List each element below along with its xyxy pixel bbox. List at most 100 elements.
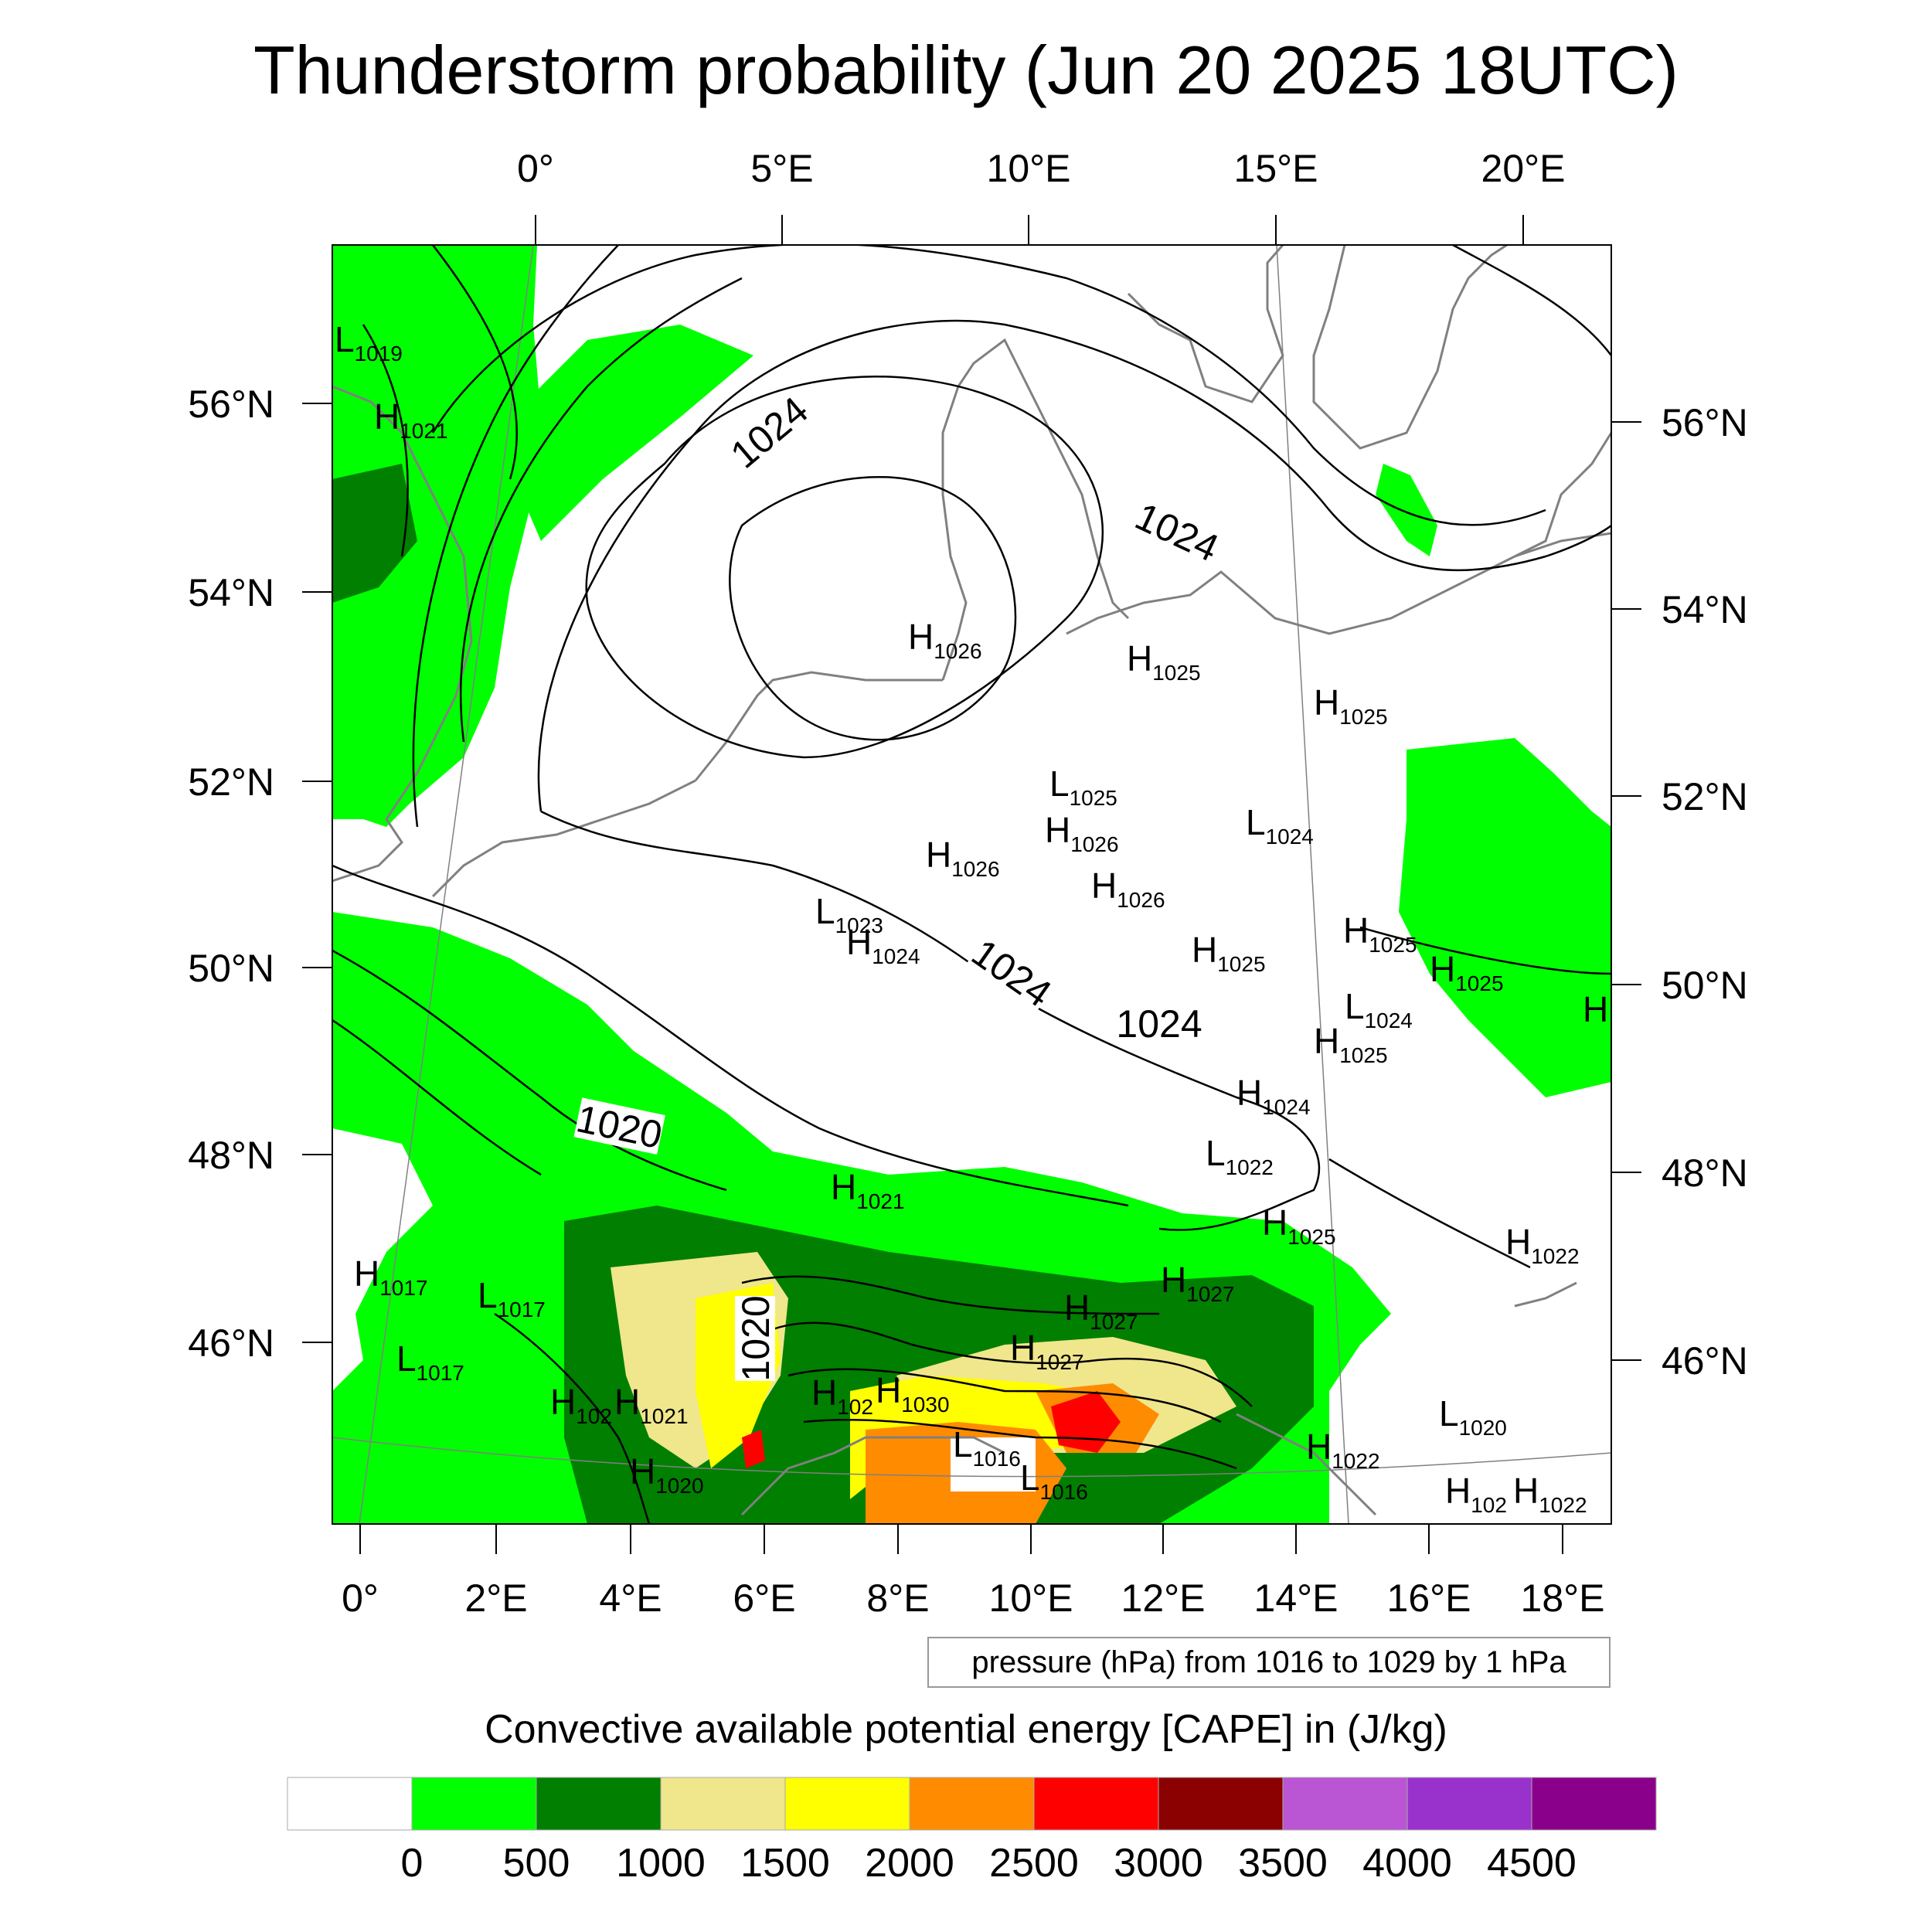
pressure-note: pressure (hPa) from 1016 to 1029 by 1 hP… [927, 1637, 1611, 1688]
isobar-1023 [431, 245, 1546, 526]
isobar-east-2 [1359, 926, 1611, 975]
cape-area-northwest [495, 325, 753, 541]
pressure-center-label: H [1583, 989, 1608, 1029]
coast-adriatic [1236, 1413, 1377, 1516]
colorbar-tick-label: 0 [401, 1841, 423, 1886]
right-lat-label: 46°N [1662, 1339, 1748, 1383]
isobar-1026 [729, 476, 1017, 741]
colorbar-swatch [1033, 1777, 1159, 1831]
coast-denmark [941, 338, 1130, 681]
isobar-southwest [494, 1312, 651, 1524]
isobar-1024-north [537, 319, 1611, 812]
colorbar-swatch [287, 1777, 413, 1831]
isobar-1020-south [332, 949, 727, 1192]
cape-colorbar [287, 1777, 1657, 1831]
bottom-lon-label: 14°E [1254, 1577, 1338, 1620]
top-lon-label: 5°E [750, 147, 813, 190]
colorbar-tick-label: 4500 [1487, 1841, 1577, 1886]
isobar-alps-2 [787, 1368, 1222, 1423]
colorbar-swatch [1282, 1777, 1408, 1831]
pressure-center-label: H1024 [1236, 1073, 1311, 1119]
top-lon-label: 10°E [987, 147, 1071, 190]
coast-med [740, 1436, 1005, 1516]
tick-marks [302, 215, 1641, 1554]
colorbar-tick-label: 1500 [740, 1841, 830, 1886]
colorbar-swatch [909, 1777, 1035, 1831]
cape-area-inner-white [332, 1128, 433, 1391]
cape-colorbar-labels: 0 500 1000 1500 2000 2500 3000 3500 4000 4500 [401, 1841, 1577, 1886]
colorbar-swatch [1531, 1777, 1657, 1831]
right-lat-label: 52°N [1662, 775, 1748, 818]
graticule [332, 245, 1611, 1524]
coast-france-north [431, 779, 696, 898]
colorbar-tick-label: 2500 [989, 1841, 1079, 1886]
isobar-1021 [412, 245, 619, 828]
isobar-1022 [459, 277, 743, 743]
bottom-lon-label: 0° [342, 1577, 379, 1620]
isobar-1025 [585, 376, 1104, 759]
colorbar-tick-label: 3500 [1238, 1841, 1328, 1886]
colorbar-swatch [536, 1777, 662, 1831]
pressure-center-label: H1017 [354, 1253, 428, 1300]
map-title: Thunderstorm probability (Jun 20 2025 18… [253, 32, 1679, 108]
isobar-west-2 [362, 324, 409, 557]
bottom-lon-label: 4°E [599, 1577, 662, 1620]
left-lat-label: 50°N [188, 947, 274, 990]
right-lat-label: 50°N [1662, 964, 1748, 1007]
left-lat-label: 56°N [188, 383, 274, 426]
colorbar-swatch [784, 1777, 910, 1831]
contour-label-1024: 1024 [1116, 1002, 1202, 1046]
bottom-lon-label: 2°E [464, 1577, 527, 1620]
cape-area-red-small [742, 1430, 765, 1468]
isobars [332, 245, 1611, 1524]
top-lon-label: 0° [517, 147, 554, 190]
top-lon-label: 20°E [1481, 147, 1566, 190]
coast-lake [1514, 1281, 1577, 1308]
left-lat-label: 46°N [188, 1321, 274, 1365]
pressure-center-label: H1026 [908, 617, 982, 663]
colorbar-swatch [1406, 1777, 1532, 1831]
colorbar-tick-label: 3000 [1114, 1841, 1203, 1886]
isobar-1024-center [540, 810, 1321, 1231]
bottom-lon-label: 6°E [733, 1577, 795, 1620]
isobar-alps-1 [772, 1321, 1253, 1407]
bottom-lon-label: 8°E [866, 1577, 929, 1620]
pressure-center-label: H1021 [374, 396, 448, 443]
isobar-east-1 [1452, 245, 1611, 356]
left-lat-label: 48°N [188, 1134, 274, 1177]
left-lat-label: 54°N [188, 571, 274, 614]
colorbar-tick-label: 500 [503, 1841, 570, 1886]
right-lat-label: 56°N [1662, 401, 1748, 444]
bottom-lon-label: 10°E [989, 1577, 1073, 1620]
cape-area-dark-green [332, 464, 417, 603]
legend-title: Convective available potential energy [C… [485, 1707, 1447, 1752]
isobar-1020 [332, 864, 1129, 1207]
isobar-alps-4 [741, 1275, 1160, 1315]
left-lat-label: 52°N [188, 760, 274, 804]
colorbar-swatch [660, 1777, 786, 1831]
colorbar-tick-label: 1000 [616, 1841, 706, 1886]
coast-sweden [1127, 245, 1284, 403]
coast-britain [332, 385, 473, 883]
isobar-alps-3 [803, 1419, 1237, 1470]
coast-sweden-east [1312, 245, 1508, 450]
bottom-lon-label: 12°E [1121, 1577, 1206, 1620]
isobar-west-1 [432, 245, 519, 480]
right-lat-label: 48°N [1662, 1151, 1748, 1195]
cape-area-baltic [1376, 464, 1437, 556]
map-frame [332, 244, 1612, 1525]
colorbar-swatch [411, 1777, 537, 1831]
colorbar-swatch [1158, 1777, 1284, 1831]
cape-shading [332, 245, 1611, 1524]
coastlines [332, 245, 1611, 1516]
right-lat-label: 54°N [1662, 588, 1748, 631]
colorbar-tick-label: 4000 [1362, 1841, 1452, 1886]
contour-label-1020: 1020 [734, 1295, 777, 1381]
isobar-1019 [332, 1019, 542, 1176]
bottom-lon-label: 16°E [1387, 1577, 1471, 1620]
colorbar-tick-label: 2000 [865, 1841, 954, 1886]
bottom-lon-label: 18°E [1521, 1577, 1605, 1620]
isobar-east-3 [1328, 1158, 1531, 1269]
coast-netherlands [694, 671, 943, 781]
